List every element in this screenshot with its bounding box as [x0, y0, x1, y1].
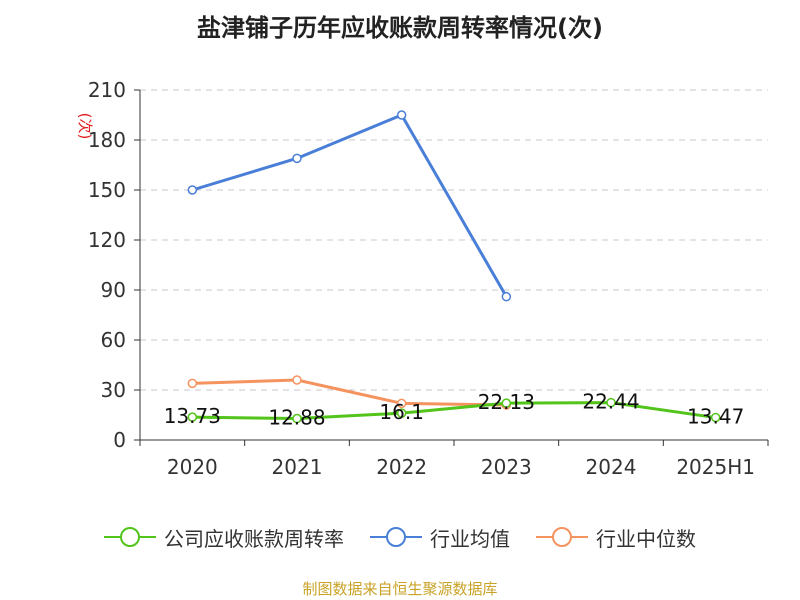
y-tick-label: 120	[88, 228, 126, 252]
data-point	[396, 398, 407, 409]
data-label: 22.13	[478, 390, 535, 414]
y-tick-label: 0	[113, 428, 126, 452]
data-point	[292, 153, 302, 164]
data-point	[292, 413, 302, 424]
y-tick-label: 60	[101, 328, 126, 352]
chart-title: 盐津铺子历年应收账款周转率情况(次)	[197, 14, 603, 42]
x-tick-label: 2024	[586, 455, 637, 479]
source-note: 制图数据来自恒生聚源数据库	[302, 580, 498, 598]
y-tick-label: 180	[88, 128, 126, 152]
legend-label: 公司应收账款周转率	[164, 526, 344, 551]
legend-label: 行业中位数	[596, 526, 696, 551]
series-line	[192, 378, 507, 407]
data-point	[187, 185, 198, 195]
y-tick-label: 210	[88, 78, 126, 102]
data-point	[396, 110, 407, 120]
x-tick-label: 2021	[272, 455, 323, 479]
data-point	[606, 397, 616, 408]
data-point	[187, 412, 198, 422]
data-point	[396, 408, 407, 418]
data-label: 13.47	[687, 405, 744, 429]
data-point	[501, 291, 512, 302]
legend-marker-icon	[536, 527, 588, 547]
data-label: 13.73	[164, 404, 221, 428]
legend-item-company[interactable]: 公司应收账款周转率	[104, 523, 344, 552]
series-lines	[187, 110, 721, 424]
legend-label: 行业均值	[430, 526, 510, 551]
axes: 0 30 60 90 120 150 180 210 2020 2021 2022 2023 2024 2…	[76, 78, 769, 479]
data-point	[710, 412, 721, 423]
x-tick-label: 2020	[167, 455, 218, 479]
data-point	[292, 375, 302, 385]
legend-item-industry-mean[interactable]: 行业均值	[370, 523, 510, 552]
legend-item-industry-median[interactable]: 行业中位数	[536, 523, 696, 552]
data-label: 22.44	[582, 390, 639, 414]
data-label: 16.1	[379, 400, 424, 424]
grid-lines	[140, 89, 768, 391]
x-tick-label: 2025H1	[676, 455, 755, 479]
data-point	[187, 378, 198, 389]
y-axis-label: (次)	[76, 113, 94, 140]
data-labels: 13.73 12.88 16.1 22.13 22.44 13.47	[164, 390, 745, 430]
series-line	[192, 401, 716, 421]
series-line	[191, 113, 508, 298]
legend-marker-icon	[370, 527, 422, 547]
data-point	[501, 398, 512, 408]
legend: 公司应收账款周转率 行业均值 行业中位数	[0, 520, 800, 554]
x-tick-label: 2023	[481, 455, 532, 479]
y-tick-label: 30	[101, 378, 126, 402]
y-tick-label: 150	[88, 178, 126, 202]
y-tick-label: 90	[101, 278, 126, 302]
data-label: 12.88	[268, 406, 325, 430]
x-tick-label: 2022	[376, 455, 427, 479]
legend-marker-icon	[104, 527, 156, 547]
